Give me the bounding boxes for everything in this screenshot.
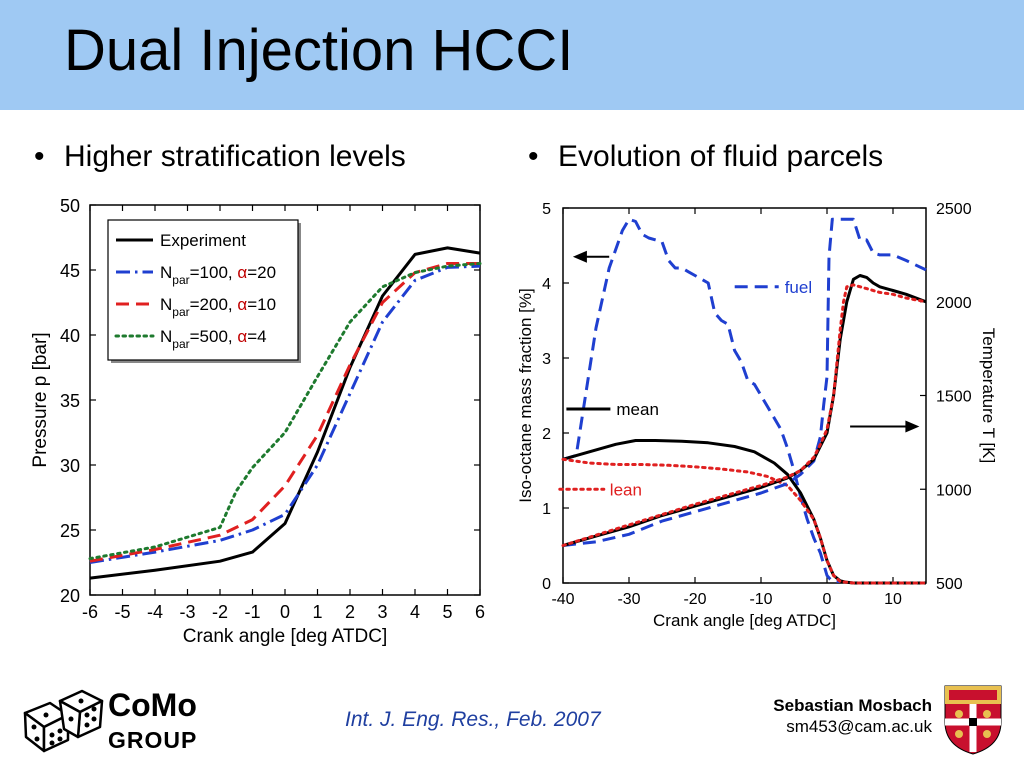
y-tick-label: 50 — [60, 196, 80, 216]
y2-tick-label: 500 — [936, 576, 963, 593]
legend-text: N — [160, 327, 172, 346]
x-axis-label: Crank angle [deg ATDC] — [653, 611, 836, 630]
x-tick-label: -5 — [114, 602, 130, 622]
slide-title: Dual Injection HCCI — [64, 18, 574, 83]
arrow-right-head — [905, 420, 920, 433]
x-tick-label: 4 — [410, 602, 420, 622]
series-line-1 — [89, 264, 481, 564]
x-tick-label: -1 — [244, 602, 260, 622]
bullet-right-text: Evolution of fluid parcels — [558, 140, 884, 173]
y-tick-label: 4 — [542, 276, 551, 293]
y-tick-label: 1 — [542, 501, 551, 518]
y-axis-label: Pressure p [bar] — [30, 332, 51, 467]
x-tick-label: -4 — [147, 602, 163, 622]
legend-subscript: par — [172, 337, 189, 351]
x-tick-label: 1 — [312, 602, 322, 622]
plot-frame — [562, 207, 927, 584]
arrow-left-head — [572, 250, 587, 263]
y2-tick-label: 2000 — [936, 295, 972, 312]
y-tick-label: 5 — [542, 201, 551, 218]
series-line-fuel — [562, 217, 841, 583]
y-tick-label: 20 — [60, 586, 80, 606]
x-tick-label: -20 — [683, 591, 706, 608]
legend-entry: Experiment — [160, 231, 246, 250]
como-group-logo: CoMo GROUP — [20, 685, 235, 760]
legend-text: N — [160, 295, 172, 314]
dice-icon — [23, 689, 104, 753]
bullet-left-text: Higher stratification levels — [64, 140, 406, 173]
curve-label-mean: mean — [616, 400, 659, 419]
x-tick-label: -10 — [749, 591, 772, 608]
legend-symbol: α — [237, 295, 247, 314]
legend-entry: Npar=200, α=10 — [160, 295, 276, 319]
x-tick-label: 0 — [280, 602, 290, 622]
y-tick-label: 25 — [60, 521, 80, 541]
series-line-3 — [88, 262, 482, 561]
y-axis-label: Iso-octane mass fraction [%] — [516, 288, 535, 502]
y2-axis-label: Temperature T [K] — [979, 328, 998, 463]
legend-subscript: par — [172, 273, 189, 287]
citation: Int. J. Eng. Res., Feb. 2007 — [345, 708, 601, 731]
x-tick-label: 2 — [345, 602, 355, 622]
x-tick-label: -40 — [551, 591, 574, 608]
legend-subscript: par — [172, 305, 189, 319]
author-email: sm453@cam.ac.uk — [786, 717, 932, 736]
curve-label-fuel: fuel — [785, 278, 812, 297]
legend-text: =20 — [247, 263, 276, 282]
author-name: Sebastian Mosbach — [773, 696, 932, 715]
logo-group-text: GROUP — [108, 727, 198, 753]
y2-tick-label: 2500 — [936, 201, 972, 218]
university-crest-icon — [944, 685, 1002, 755]
y-tick-label: 3 — [542, 351, 551, 368]
legend-text: =10 — [247, 295, 276, 314]
bullet-right: • Evolution of fluid parcels — [528, 140, 884, 173]
author-block: Sebastian Mosbach sm453@cam.ac.uk — [773, 695, 932, 737]
legend-text: =100, — [190, 263, 238, 282]
legend-text: =4 — [247, 327, 266, 346]
x-tick-label: 5 — [442, 602, 452, 622]
bullet-left: • Higher stratification levels — [34, 140, 406, 173]
series-line-0 — [89, 246, 481, 580]
y-tick-label: 2 — [542, 426, 551, 443]
x-tick-label: 10 — [884, 591, 902, 608]
legend-entry: Npar=100, α=20 — [160, 263, 276, 287]
y2-tick-label: 1000 — [936, 482, 972, 499]
x-tick-label: -6 — [82, 602, 98, 622]
x-tick-label: -2 — [212, 602, 228, 622]
x-tick-label: 6 — [475, 602, 485, 622]
title-bar: Dual Injection HCCI — [0, 0, 1024, 110]
legend-symbol: α — [237, 263, 247, 282]
logo-como-text: CoMo — [108, 687, 197, 723]
legend-text: N — [160, 263, 172, 282]
y-tick-label: 45 — [60, 261, 80, 281]
y2-tick-label: 1500 — [936, 389, 972, 406]
x-axis-label: Crank angle [deg ATDC] — [183, 626, 388, 647]
x-tick-label: 0 — [823, 591, 832, 608]
x-tick-label: -30 — [617, 591, 640, 608]
legend-symbol: α — [237, 327, 247, 346]
y-tick-label: 30 — [60, 456, 80, 476]
legend-text: =200, — [190, 295, 238, 314]
y-tick-label: 40 — [60, 326, 80, 346]
curve-label-lean: lean — [610, 480, 642, 499]
x-tick-label: 3 — [377, 602, 387, 622]
y-tick-label: 35 — [60, 391, 80, 411]
legend-text: =500, — [190, 327, 238, 346]
y-tick-label: 0 — [542, 576, 551, 593]
series-line-2 — [89, 262, 480, 563]
legend-entry: Npar=500, α=4 — [160, 327, 267, 351]
x-tick-label: -3 — [179, 602, 195, 622]
series-line-lean-temperature — [561, 283, 928, 547]
fuel-temperature-chart: -40 -30 -20 -10 0 10 0 1 2 3 4 5 500 1000 1500 2000 2500… — [516, 201, 998, 630]
